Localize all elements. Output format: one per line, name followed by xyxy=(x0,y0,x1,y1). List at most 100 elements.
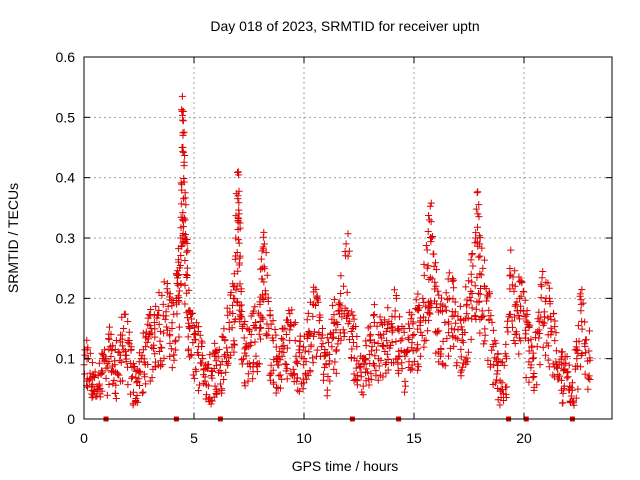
data-point xyxy=(431,278,439,286)
data-point xyxy=(179,195,187,203)
data-point xyxy=(211,382,219,390)
data-point xyxy=(221,351,229,359)
data-point xyxy=(233,248,241,256)
data-point xyxy=(170,351,178,359)
data-point xyxy=(494,350,502,358)
data-point xyxy=(551,337,559,345)
data-point xyxy=(184,314,192,322)
data-point xyxy=(295,388,303,396)
data-point xyxy=(506,272,514,280)
data-point xyxy=(175,333,183,341)
data-point xyxy=(472,229,480,237)
data-point xyxy=(366,337,374,345)
data-point xyxy=(390,359,398,367)
data-point xyxy=(227,289,235,297)
data-point xyxy=(453,362,461,370)
data-point xyxy=(353,357,361,365)
data-point xyxy=(236,259,244,267)
data-point xyxy=(86,376,94,384)
data-point xyxy=(218,385,226,393)
y-tick-label: 0.5 xyxy=(56,109,76,125)
data-point xyxy=(473,273,481,281)
data-point xyxy=(567,392,575,400)
data-point xyxy=(292,358,300,366)
data-point xyxy=(111,361,119,369)
data-point xyxy=(445,329,453,337)
data-point xyxy=(537,281,545,289)
data-point xyxy=(269,378,277,386)
data-point xyxy=(425,216,433,224)
data-point xyxy=(420,337,428,345)
data-point xyxy=(231,295,239,303)
data-point xyxy=(556,372,564,380)
data-point xyxy=(344,320,352,328)
data-point xyxy=(467,256,475,264)
data-point xyxy=(166,332,174,340)
data-point xyxy=(263,271,271,279)
data-point xyxy=(237,288,245,296)
data-point xyxy=(199,355,207,363)
data-point xyxy=(352,364,360,372)
data-point xyxy=(464,358,472,366)
data-point xyxy=(340,282,348,290)
data-point xyxy=(293,377,301,385)
data-point xyxy=(156,327,164,335)
data-point xyxy=(317,334,325,342)
data-point xyxy=(91,373,99,381)
data-point xyxy=(180,128,188,136)
data-point xyxy=(518,278,526,286)
data-point xyxy=(359,382,367,390)
data-point xyxy=(438,308,446,316)
data-point xyxy=(347,353,355,361)
data-point xyxy=(415,301,423,309)
data-point xyxy=(156,337,164,345)
data-point xyxy=(345,247,353,255)
data-point xyxy=(578,317,586,325)
data-point xyxy=(208,367,216,375)
data-point xyxy=(127,345,135,353)
data-point xyxy=(398,322,406,330)
data-point xyxy=(206,351,214,359)
data-point xyxy=(414,290,422,298)
data-point xyxy=(281,360,289,368)
data-point xyxy=(310,332,318,340)
data-point xyxy=(420,271,428,279)
data-point xyxy=(373,322,381,330)
data-point xyxy=(175,287,183,295)
data-point xyxy=(454,335,462,343)
data-point xyxy=(390,286,398,294)
data-point xyxy=(279,325,287,333)
data-point xyxy=(488,346,496,354)
data-point xyxy=(175,298,183,306)
data-point xyxy=(180,214,188,222)
data-point xyxy=(258,275,266,283)
data-point xyxy=(191,329,199,337)
data-point xyxy=(179,107,187,115)
data-point xyxy=(298,380,306,388)
data-point xyxy=(105,323,113,331)
y-tick-label: 0.1 xyxy=(56,351,76,367)
data-point xyxy=(288,372,296,380)
data-point xyxy=(460,316,468,324)
y-tick-label: 0 xyxy=(67,411,75,427)
marks-layer xyxy=(80,92,594,422)
data-point xyxy=(384,366,392,374)
data-point xyxy=(408,344,416,352)
data-point xyxy=(409,332,417,340)
data-point xyxy=(476,329,484,337)
chart-title: Day 018 of 2023, SRMTID for receiver upt… xyxy=(210,18,479,34)
data-point xyxy=(471,312,479,320)
data-point xyxy=(146,312,154,320)
data-point xyxy=(388,328,396,336)
data-point xyxy=(506,265,514,273)
data-point xyxy=(545,284,553,292)
data-point xyxy=(269,337,277,345)
data-point xyxy=(257,255,265,263)
data-point xyxy=(179,222,187,230)
data-point xyxy=(568,386,576,394)
data-point xyxy=(234,236,242,244)
data-point xyxy=(252,318,260,326)
data-point xyxy=(450,342,458,350)
data-point xyxy=(125,328,133,336)
